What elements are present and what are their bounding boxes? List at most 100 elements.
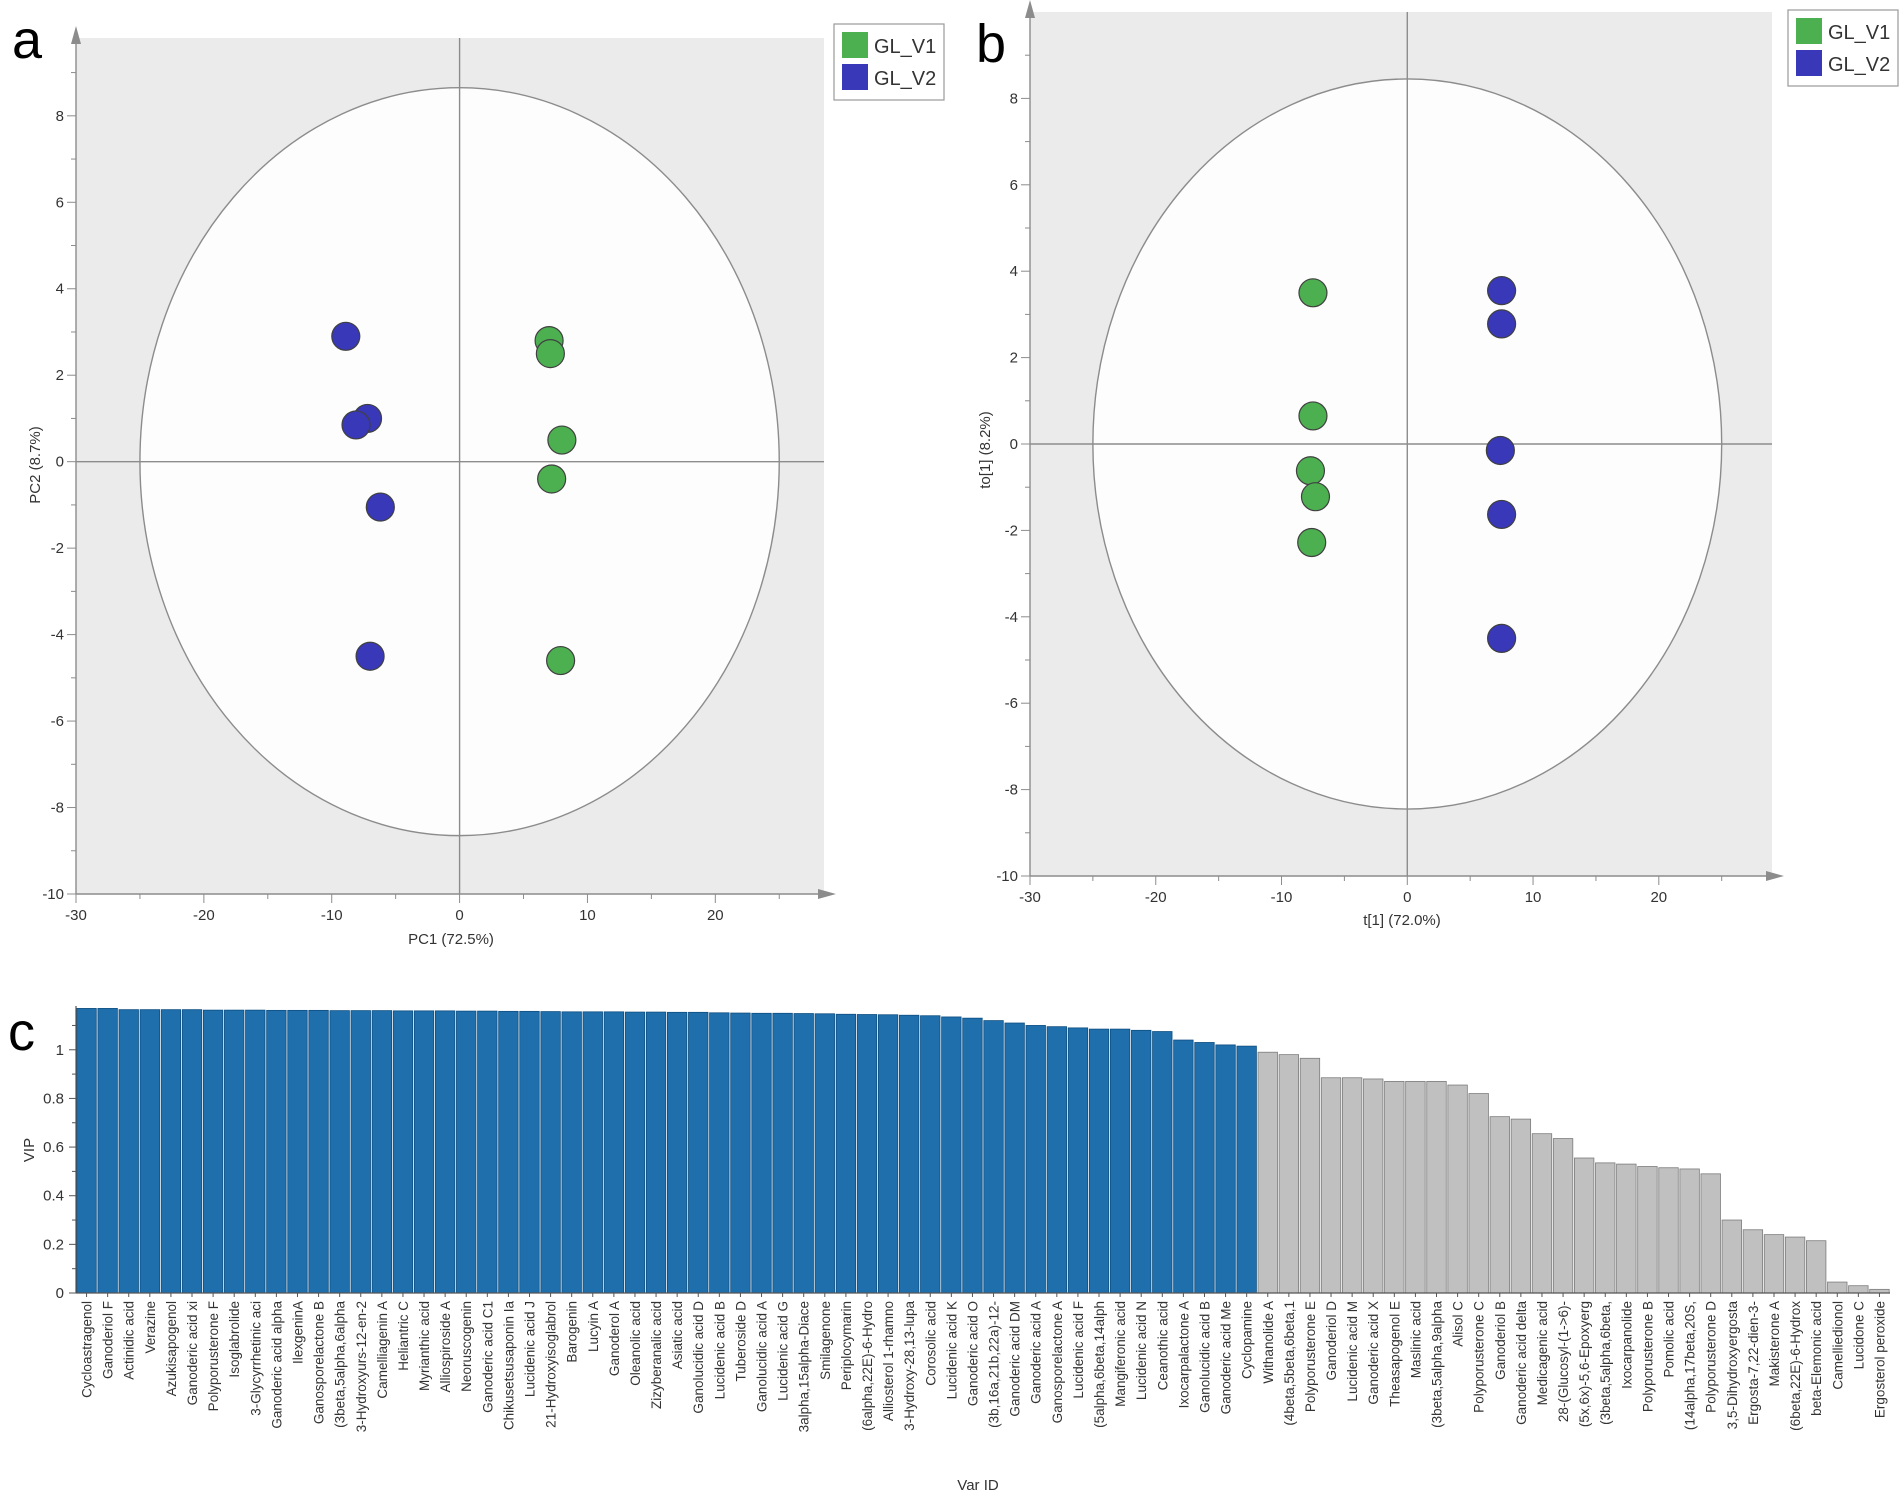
- panel-c-category-label: Ganolucidic acid A: [755, 1301, 770, 1412]
- vip-bar: [1278, 1054, 1299, 1294]
- panel-b-y-tick-label: -2: [1005, 522, 1018, 539]
- vip-bar: [962, 1017, 983, 1294]
- vip-bar: [1046, 1026, 1067, 1294]
- panel-c-category-label: Lucidenic acid K: [944, 1301, 959, 1399]
- vip-bar: [1088, 1028, 1110, 1294]
- vip-bar: [920, 1015, 941, 1294]
- panel-a-x-tick-label: -30: [65, 907, 87, 924]
- panel-c-category-label: Asiatic acid: [670, 1301, 685, 1369]
- panel-c-category-label: Smilagenone: [818, 1301, 833, 1380]
- vip-bar: [1447, 1084, 1468, 1294]
- vip-bar: [1679, 1168, 1700, 1294]
- panel-c-category-label: Ganolucidic acid D: [691, 1301, 706, 1414]
- vip-bar: [730, 1012, 751, 1294]
- vip-bar: [1574, 1157, 1595, 1294]
- vip-bar: [856, 1014, 878, 1294]
- panel-a-ylabel: PC2 (8.7%): [27, 426, 44, 504]
- vip-bar: [1784, 1236, 1806, 1294]
- panel-c-category-label: Lucyin A: [586, 1301, 601, 1352]
- panel-b-legend-label: GL_V1: [1828, 22, 1890, 44]
- vip-bar: [582, 1011, 603, 1294]
- vip-bar: [1320, 1077, 1342, 1294]
- panel-a-legend-swatch: [842, 64, 868, 90]
- panel-c-category-label: (14alpha,17beta,20S,: [1683, 1301, 1698, 1430]
- panel-b-y-tick-label: 6: [1010, 177, 1018, 194]
- panel-a-y-tick-label: 0: [56, 454, 64, 471]
- panel-c-category-label: 21-Hydroxyisoglabrol: [544, 1301, 559, 1428]
- panel-c-category-label: (3b,16a,21b,22a)-12-: [987, 1301, 1002, 1428]
- panel-c-category-label: IlexgeninA: [290, 1301, 305, 1364]
- panel-b-point-gl-v1: [1295, 456, 1326, 486]
- panel-c-category-label: Ganosporelactone A: [1050, 1301, 1065, 1423]
- vip-bar: [1700, 1173, 1721, 1294]
- vip-bar: [308, 1009, 329, 1294]
- panel-c-category-label: Ganoderic acid O: [965, 1301, 980, 1406]
- panel-a-legend-label: GL_V1: [874, 36, 936, 58]
- vip-bar: [1806, 1240, 1827, 1294]
- panel-c-category-label: Theasapogenol E: [1387, 1301, 1402, 1407]
- panel-c-category-label: 3alpha,15alpha-Diace: [797, 1301, 812, 1432]
- vip-bar: [814, 1013, 835, 1294]
- panel-c-category-label: Polyporusterone D: [1704, 1301, 1719, 1413]
- panel-c-category-label: 3-Glycyrrhetinic aci: [248, 1301, 263, 1416]
- panel-b-point-gl-v1: [1298, 401, 1328, 431]
- vip-bar: [1067, 1027, 1089, 1294]
- panel-c-category-label: Ganoderic acid X: [1366, 1301, 1381, 1405]
- vip-bar: [1257, 1051, 1278, 1294]
- panel-c-xlabel: Var ID: [957, 1477, 999, 1494]
- panel-a-legend-swatch: [842, 32, 868, 58]
- vip-bar: [1131, 1029, 1152, 1294]
- panel-a-y-tick-label: -10: [42, 886, 64, 903]
- vip-bar: [667, 1011, 688, 1294]
- vip-bar: [603, 1011, 625, 1294]
- panel-a-legend-label: GL_V2: [874, 68, 936, 90]
- panel-c-category-label: beta-Elemonic acid: [1809, 1301, 1824, 1416]
- panel-c-category-label: Neoruscogenin: [459, 1301, 474, 1392]
- vip-bar: [793, 1013, 814, 1294]
- panel-c-category-label: Myrianthic acid: [417, 1301, 432, 1391]
- vip-bar: [160, 1009, 182, 1294]
- panel-c-letter: c: [8, 1002, 35, 1062]
- panel-c-category-label: Ganoderiol F: [101, 1301, 116, 1379]
- panel-c-category-label: Ganoderic acid A: [1029, 1301, 1044, 1404]
- panel-b-y-tick-label: 4: [1010, 263, 1018, 280]
- panel-a-point-gl-v1: [535, 338, 565, 369]
- vip-bar: [877, 1014, 899, 1294]
- panel-a-x-arrow: [818, 889, 836, 899]
- panel-b-point-gl-v2: [1487, 276, 1517, 306]
- vip-bar: [1658, 1167, 1679, 1294]
- panel-c-category-label: Withanolide A: [1261, 1301, 1276, 1384]
- vip-bar: [1173, 1039, 1194, 1294]
- panel-c-category-label: (3beta,5alpha,6alpha: [333, 1301, 348, 1428]
- panel-c-category-label: Isoglabrolide: [227, 1301, 242, 1378]
- vip-bar: [434, 1010, 456, 1294]
- vip-bar: [477, 1010, 498, 1294]
- vip-bar: [1531, 1133, 1553, 1294]
- vip-bar: [1616, 1163, 1637, 1294]
- panel-b-y-tick-label: 0: [1010, 436, 1018, 453]
- vip-bar: [1236, 1045, 1257, 1294]
- panel-b-point-gl-v1: [1298, 278, 1328, 308]
- panel-b-legend: GL_V1 GL_V2: [1787, 9, 1899, 87]
- panel-a-x-tick-label: 0: [455, 907, 463, 924]
- panel-b-y-tick-label: -10: [996, 868, 1018, 885]
- vip-bar: [266, 1009, 287, 1294]
- panel-c-category-label: Cyclopamine: [1240, 1301, 1255, 1379]
- panel-c-category-label: (5x,6x)-5,6-Epoxyerg: [1577, 1301, 1592, 1427]
- panel-c-category-label: Chikusetsusaponin Ia: [501, 1301, 516, 1431]
- panel-c-category-label: Polyporusterone C: [1472, 1301, 1487, 1413]
- vip-bar: [498, 1010, 519, 1294]
- panel-b-y-tick-label: -6: [1005, 695, 1018, 712]
- panel-c-category-label: Tuberoside D: [733, 1301, 748, 1382]
- panel-a-y-tick-label: -4: [51, 627, 64, 644]
- panel-a-y-tick-label: -2: [51, 540, 64, 557]
- vip-bar: [1489, 1116, 1510, 1294]
- panel-c-category-label: Maslinic acid: [1408, 1301, 1423, 1378]
- panel-b-legend-swatch: [1796, 18, 1822, 44]
- panel-c-y-tick-label: 0.8: [43, 1090, 64, 1107]
- panel-c-category-label: Ixocarpanolide: [1619, 1301, 1634, 1389]
- panel-b-point-gl-v2: [1487, 623, 1517, 654]
- vip-bar: [1194, 1042, 1215, 1294]
- panel-c-category-label: Camelliedionol: [1830, 1301, 1845, 1390]
- vip-bar: [1405, 1080, 1426, 1294]
